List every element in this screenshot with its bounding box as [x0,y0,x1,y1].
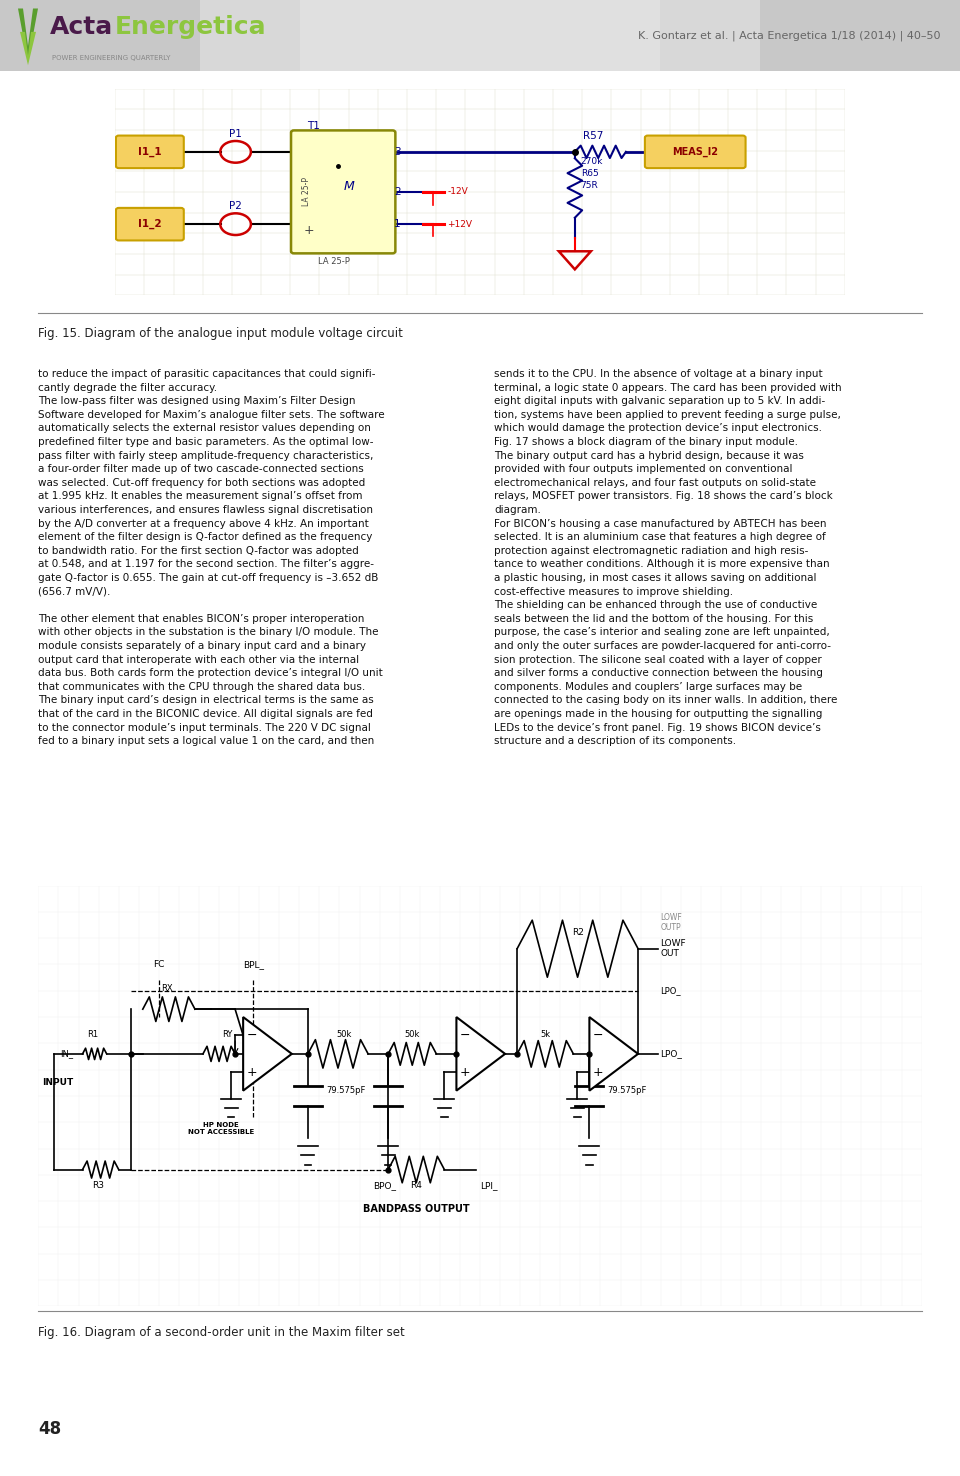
Text: R65: R65 [581,170,598,179]
Text: LA 25-P: LA 25-P [318,257,350,266]
Text: 79.575pF: 79.575pF [608,1086,647,1095]
Text: INPUT: INPUT [42,1079,74,1088]
Text: 50k: 50k [404,1030,420,1039]
Text: I1_2: I1_2 [138,218,161,229]
Text: RY: RY [222,1030,232,1039]
Text: LA 25-P: LA 25-P [301,177,311,207]
Bar [200,0,760,71]
Text: +: + [247,1066,257,1079]
Text: 3: 3 [394,146,400,156]
Text: −: − [247,1029,257,1042]
Text: K. Gontarz et al. | Acta Energetica 1/18 (2014) | 40–50: K. Gontarz et al. | Acta Energetica 1/18… [637,30,940,41]
Text: M: M [344,180,354,193]
Text: Energetica: Energetica [115,15,267,38]
Text: +: + [303,224,314,238]
Bar [300,0,660,71]
Polygon shape [243,1017,292,1091]
Text: MEAS_I2: MEAS_I2 [672,146,718,156]
Text: to reduce the impact of parasitic capacitances that could signifi-
cantly degrad: to reduce the impact of parasitic capaci… [38,369,385,747]
Text: 50k: 50k [336,1030,351,1039]
Text: R1: R1 [87,1030,98,1039]
Text: BPL_: BPL_ [243,959,264,968]
Text: R3: R3 [92,1181,105,1190]
Text: LPO_: LPO_ [660,986,681,995]
Text: FC: FC [154,959,164,968]
Text: BANDPASS OUTPUT: BANDPASS OUTPUT [363,1204,469,1213]
Text: 2: 2 [394,187,400,196]
Text: 75R: 75R [581,182,598,190]
Text: −: − [593,1029,604,1042]
Text: 48: 48 [38,1420,61,1438]
Text: BPO_: BPO_ [372,1181,396,1190]
Text: LOWF
OUTP: LOWF OUTP [660,912,682,933]
Text: 270k: 270k [581,158,603,167]
Text: LOWF
OUT: LOWF OUT [660,939,685,958]
Text: Acta: Acta [50,15,113,38]
Text: IN_: IN_ [60,1049,74,1058]
Text: P1: P1 [229,128,242,139]
Text: HP NODE
NOT ACCESSIBLE: HP NODE NOT ACCESSIBLE [188,1122,254,1135]
Text: 5k: 5k [540,1030,550,1039]
Text: T1: T1 [307,121,320,131]
Polygon shape [18,9,38,62]
Text: 79.575pF: 79.575pF [326,1086,366,1095]
Text: R2: R2 [571,928,584,937]
Text: sends it to the CPU. In the absence of voltage at a binary input
terminal, a log: sends it to the CPU. In the absence of v… [494,369,842,747]
Text: +: + [593,1066,604,1079]
FancyBboxPatch shape [645,136,746,168]
Text: 1: 1 [394,218,400,229]
Text: LPI_: LPI_ [481,1181,498,1190]
Polygon shape [456,1017,505,1091]
FancyBboxPatch shape [116,208,183,241]
Text: +12V: +12V [447,220,472,229]
Polygon shape [20,32,36,65]
FancyBboxPatch shape [291,130,396,254]
Text: P2: P2 [229,201,242,211]
Text: +: + [460,1066,470,1079]
Text: RX: RX [161,984,173,993]
Polygon shape [589,1017,638,1091]
FancyBboxPatch shape [116,136,183,168]
Text: -12V: -12V [447,187,468,196]
Text: I1_1: I1_1 [138,146,161,156]
Text: −: − [460,1029,470,1042]
Text: R4: R4 [410,1181,422,1190]
Text: Fig. 15. Diagram of the analogue input module voltage circuit: Fig. 15. Diagram of the analogue input m… [38,328,403,339]
Text: Fig. 16. Diagram of a second-order unit in the Maxim filter set: Fig. 16. Diagram of a second-order unit … [38,1327,405,1339]
Text: LPO_: LPO_ [660,1049,682,1058]
Text: POWER ENGINEERING QUARTERLY: POWER ENGINEERING QUARTERLY [52,55,171,61]
Text: R57: R57 [583,131,603,142]
